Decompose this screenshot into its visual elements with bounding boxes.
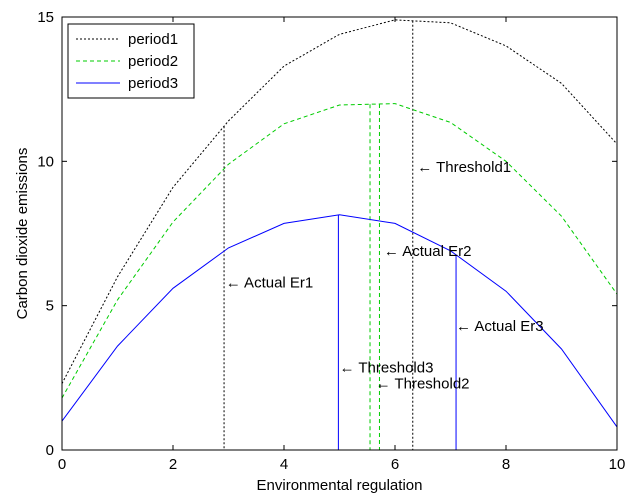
series-line-period3 (61, 214, 618, 428)
legend-label: period3 (128, 75, 178, 92)
y-tick-label: 10 (37, 153, 54, 170)
series-line-period1 (61, 19, 618, 384)
x-tick-label: 2 (169, 456, 177, 473)
series-lines (61, 19, 618, 428)
annotation-label: ← Threshold3 (340, 360, 434, 377)
annotations: ← Threshold1 ← Actual Er1 ← Actual Er2 ← Ac… (226, 159, 544, 392)
y-tick-label: 15 (37, 9, 54, 26)
legend-label: period1 (128, 31, 178, 48)
reference-lines (223, 20, 457, 450)
x-tick-label: 0 (58, 456, 66, 473)
y-axis-title: Carbon dioxide emissions (14, 148, 31, 320)
x-tick-label: 8 (502, 456, 510, 473)
y-tick-label: 0 (46, 442, 54, 459)
y-tick-label: 5 (46, 298, 54, 315)
legend-box (67, 23, 195, 99)
series-line-period2 (61, 103, 618, 399)
annotation-label: ← Threshold1 (417, 159, 511, 176)
x-tick-label: 6 (391, 456, 399, 473)
annotation-label: ← Actual Er2 (384, 243, 472, 260)
annotation-label: ← Actual Er1 (226, 275, 314, 292)
legend-label: period2 (128, 53, 178, 70)
x-tick-label: 4 (280, 456, 288, 473)
legend: period1 period2 period3 (67, 23, 195, 99)
plot-frame (61, 16, 618, 451)
axis-ticks: 0 2 4 6 8 10 0 5 10 15 (37, 9, 625, 473)
annotation-label: ← Actual Er3 (456, 318, 544, 335)
annotation-label: ← Threshold2 (376, 376, 470, 393)
x-axis-title: Environmental regulation (257, 477, 423, 494)
x-tick-label: 10 (609, 456, 626, 473)
